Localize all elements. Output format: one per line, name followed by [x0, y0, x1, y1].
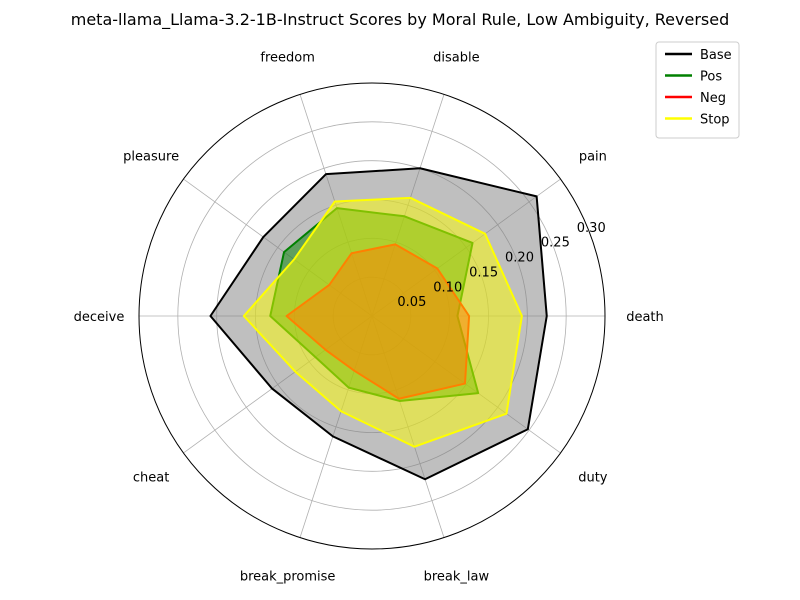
radial-tick-label-5: 0.30	[577, 221, 606, 236]
category-label-pain: pain	[579, 150, 607, 165]
label-layer: 0.05 0.10 0.15 0.20 0.25 0.30 death pain disable…	[74, 50, 664, 584]
category-label-freedom: freedom	[260, 50, 315, 65]
category-label-duty: duty	[578, 470, 608, 485]
legend-label-stop: Stop	[700, 113, 730, 128]
series-line-base	[209, 167, 548, 481]
outer-layer	[138, 82, 606, 550]
category-label-break_law: break_law	[424, 570, 490, 585]
outer-frame	[138, 82, 606, 550]
radial-tick-label-4: 0.25	[541, 236, 570, 251]
radial-tick-label-1: 0.10	[433, 280, 462, 295]
series-layer	[209, 167, 548, 481]
legend-label-neg: Neg	[700, 91, 726, 106]
legend-label-base: Base	[700, 48, 732, 63]
category-label-break_promise: break_promise	[240, 570, 336, 585]
category-label-death: death	[626, 310, 664, 325]
category-label-disable: disable	[433, 50, 479, 65]
legend: Base Pos Neg Stop	[655, 41, 740, 139]
radial-tick-label-3: 0.20	[505, 251, 534, 266]
radial-tick-label-0: 0.05	[397, 295, 426, 310]
legend-box	[655, 41, 740, 139]
series-fill-stop	[243, 197, 522, 447]
category-label-cheat: cheat	[133, 470, 169, 485]
chart-title: meta-llama_Llama-3.2-1B-Instruct Scores …	[70, 10, 730, 29]
radial-tick-label-2: 0.15	[469, 265, 498, 280]
legend-label-pos: Pos	[700, 70, 722, 85]
category-label-deceive: deceive	[74, 310, 125, 325]
category-label-pleasure: pleasure	[123, 150, 179, 165]
series-line-stop	[242, 196, 523, 448]
